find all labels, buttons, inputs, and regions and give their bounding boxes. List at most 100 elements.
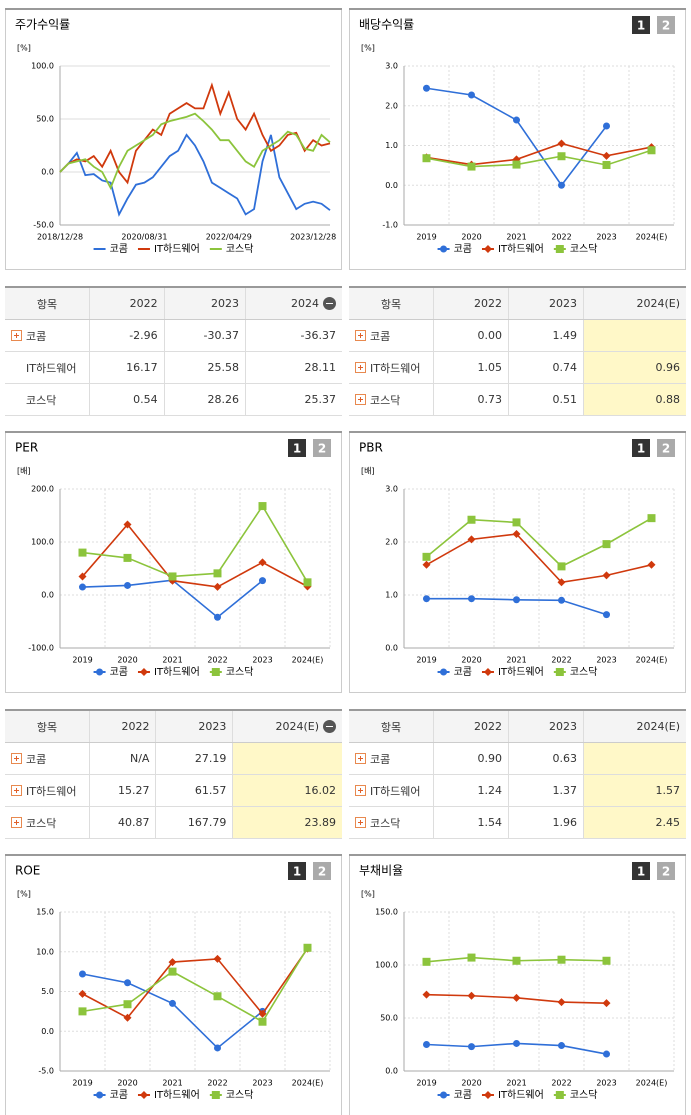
marker — [213, 992, 222, 1001]
header-text: 2024(E) — [275, 720, 319, 733]
marker — [512, 956, 521, 965]
expand-icon[interactable] — [11, 816, 22, 828]
x-tick-label: 2019 — [72, 656, 92, 665]
table-cell: 27.19 — [155, 742, 233, 775]
expand-icon[interactable] — [355, 816, 366, 828]
table-header-cell: 2024(E) — [583, 710, 686, 743]
cell-value: 1.37 — [552, 784, 578, 797]
table-row: 코스닥 40.87 167.79 23.89 — [5, 806, 342, 839]
row-label: IT하드웨어 — [370, 784, 421, 798]
legend-label: 코콤 — [454, 243, 472, 255]
expand-icon[interactable] — [355, 329, 366, 341]
table-cell: 1.05 — [433, 351, 509, 384]
cell-value: 0.74 — [552, 361, 578, 374]
expand-icon[interactable] — [355, 361, 366, 373]
tab-button-label: 2 — [318, 442, 326, 456]
tab-button[interactable] — [313, 439, 331, 457]
legend-marker — [555, 668, 564, 676]
tab-button[interactable] — [657, 16, 675, 34]
marker — [123, 1000, 132, 1009]
legend-marker — [139, 668, 148, 676]
collapse-icon[interactable] — [323, 720, 336, 733]
tab-button[interactable] — [288, 862, 306, 880]
marker — [213, 569, 222, 578]
series-line — [82, 947, 309, 1023]
expand-icon[interactable] — [355, 752, 366, 764]
table-header-cell: 2022 — [433, 710, 509, 743]
tab-button[interactable] — [632, 439, 650, 457]
y-tick-label: 100.0 — [31, 62, 54, 71]
table-cell: 25.37 — [245, 383, 342, 416]
marker — [124, 581, 131, 589]
series-line — [426, 87, 608, 187]
cell-value: 0.96 — [655, 361, 681, 374]
table-header-cell: 항목 — [5, 710, 90, 743]
tab-button[interactable] — [288, 439, 306, 457]
x-tick-label: 2022/04/29 — [206, 233, 252, 242]
y-tick-label: 0.0 — [41, 168, 54, 177]
marker — [168, 967, 177, 976]
marker — [423, 84, 430, 92]
table-row: 코콤 0.90 0.63 — [349, 742, 686, 775]
legend-marker — [555, 245, 564, 253]
y-tick-label: -1.0 — [382, 221, 398, 230]
table-cell: 1.96 — [508, 806, 584, 839]
marker — [647, 146, 656, 155]
legend-label: 코스닥 — [226, 666, 254, 678]
expand-icon[interactable] — [11, 784, 22, 796]
panel-border — [5, 8, 342, 270]
y-tick-label: 1.0 — [385, 591, 398, 600]
x-tick-label: 2020 — [461, 233, 481, 242]
unit-label: [%] — [361, 44, 375, 53]
expand-icon[interactable] — [355, 784, 366, 796]
table-header-cell: 2024(E) — [232, 710, 342, 743]
cell-value: 1.54 — [477, 816, 503, 829]
unit-label: [배] — [17, 467, 31, 476]
expand-icon[interactable] — [11, 329, 22, 341]
table-row: IT하드웨어 1.24 1.37 1.57 — [349, 774, 686, 807]
marker — [169, 999, 176, 1007]
header-text: 항목 — [36, 297, 58, 311]
legend-label: 코콤 — [110, 666, 128, 678]
cell-value: 0.00 — [477, 329, 503, 342]
y-tick-label: 50.0 — [380, 1014, 398, 1023]
row-label: 코콤 — [26, 752, 47, 766]
legend-label: IT하드웨어 — [154, 665, 200, 678]
table-header-cell: 2023 — [508, 287, 584, 320]
cell-value: 1.57 — [655, 784, 681, 797]
marker — [213, 954, 222, 963]
table-cell: 16.17 — [89, 351, 165, 384]
data-table: 항목 2022 2023 2024(E) 코콤 0.00 1.49 IT하드웨어 1.05 0.7… — [349, 286, 686, 416]
tab-button[interactable] — [657, 862, 675, 880]
table-header-cell: 2023 — [508, 710, 584, 743]
x-tick-label: 2021 — [506, 1079, 526, 1088]
legend-marker — [555, 1091, 564, 1099]
marker — [602, 999, 611, 1008]
header-text: 항목 — [36, 720, 58, 734]
y-tick-label: 150.0 — [375, 908, 398, 917]
cell-value: 0.73 — [477, 393, 503, 406]
cell-value: 1.49 — [552, 329, 578, 342]
x-tick-label: 2022 — [207, 1079, 227, 1088]
x-tick-label: 2024(E) — [636, 1079, 668, 1088]
chart-title: PER — [15, 441, 38, 455]
data-table: 항목 2022 2023 2024(E) 코콤 0.90 0.63 IT하드웨어 1.24 1.3… — [349, 709, 686, 839]
tab-button[interactable] — [313, 862, 331, 880]
expand-icon[interactable] — [355, 393, 366, 405]
series-line — [81, 523, 308, 588]
expand-icon[interactable] — [11, 752, 22, 764]
legend-label: 코콤 — [110, 243, 128, 255]
marker — [214, 1044, 221, 1052]
marker — [124, 979, 131, 987]
marker — [512, 518, 521, 527]
y-tick-label: 100.0 — [31, 538, 54, 547]
tab-button[interactable] — [657, 439, 675, 457]
x-tick-label: 2021 — [506, 656, 526, 665]
collapse-icon[interactable] — [323, 297, 336, 310]
tab-button[interactable] — [632, 16, 650, 34]
row-label: IT하드웨어 — [26, 784, 77, 798]
marker — [258, 1017, 267, 1026]
marker — [513, 596, 520, 604]
tab-button[interactable] — [632, 862, 650, 880]
row-label: 코콤 — [370, 329, 391, 343]
